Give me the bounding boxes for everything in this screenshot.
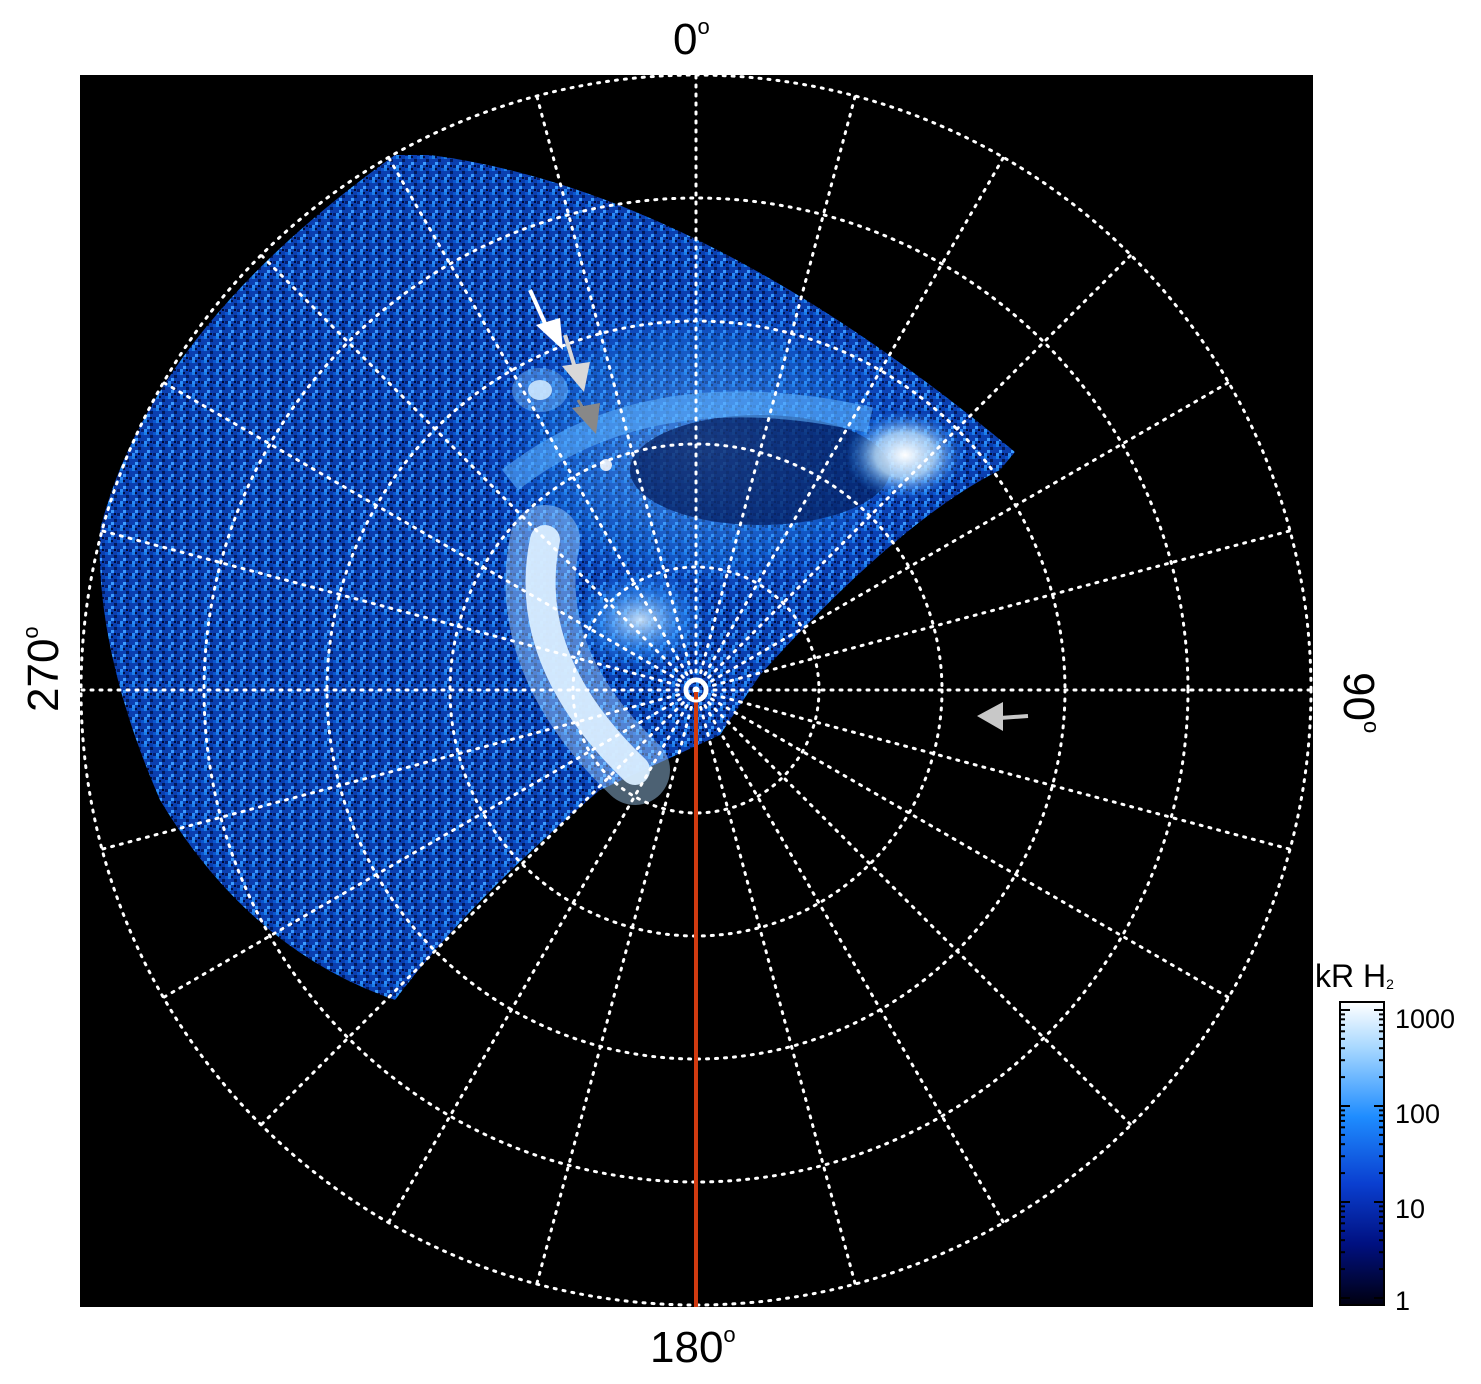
angle-label-top: 0o [673,14,710,64]
arrow-gray-right [977,702,1029,731]
grid-ring [571,565,821,815]
angle-label-bottom: 180o [650,1322,736,1372]
arrow-white-1 [528,289,563,350]
grid-meridian [694,688,1133,1127]
grid-meridian [694,381,1231,692]
aurora-dawn-patch [845,410,965,500]
arrow-lightgray-2 [562,334,590,392]
aurora-spot-1 [528,380,552,400]
aurora-polar-glow [570,570,710,670]
grid-meridian [100,529,698,692]
grid-meridian [694,688,1231,999]
colorbar-tick-label-100: 100 [1395,1099,1441,1129]
angle-label-left: 270o [18,626,68,712]
grid-meridian [387,155,698,692]
grid-meridian [161,381,698,692]
grid-meridian [387,688,698,1225]
grid-meridian [694,688,1005,1225]
colorbar-tick-label-1000: 1000 [1395,1004,1456,1034]
grid-meridian [694,94,857,692]
grid-meridian [100,688,698,851]
colorbar-title: kR H2 [1315,958,1394,994]
grid-meridian [535,688,698,1286]
grid-meridian [694,529,1292,692]
grid-meridian [259,688,698,1127]
arrow-gray-3 [572,399,600,434]
colorbar-tick-label-1: 1 [1395,1286,1411,1316]
colorbar [1339,1001,1385,1306]
aurora-inner-dark [630,415,890,525]
pole-marker [683,677,709,703]
grid-meridian [259,253,698,692]
colorbar-tick-label-10: 10 [1395,1194,1426,1224]
grid-meridian [535,94,698,692]
grid-meridian [694,155,1005,692]
colorbar-ticks [1340,1009,1384,1299]
grid-meridian [694,688,857,1286]
grid-meridian [694,253,1133,692]
grid-meridian [161,688,698,999]
grid-meridian [694,688,1292,851]
angle-label-right: 90o [1334,672,1384,734]
